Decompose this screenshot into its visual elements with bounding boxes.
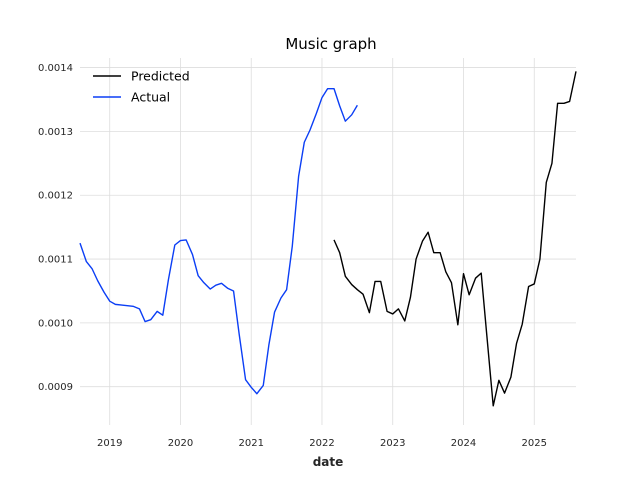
legend-label-predicted: Predicted [131,69,190,84]
y-tick-label: 0.0010 [38,318,73,329]
x-tick-label: 2019 [97,438,122,449]
legend-label-actual: Actual [131,90,170,105]
y-axis-ticks: 0.0009 0.0010 0.0011 0.0012 0.0013 0.0014 [38,63,73,393]
x-tick-label: 2023 [380,438,405,449]
y-tick-label: 0.0009 [38,382,73,393]
x-tick-label: 2024 [451,438,476,449]
y-tick-label: 0.0014 [38,63,73,74]
x-tick-label: 2020 [168,438,193,449]
series-lines [79,71,577,407]
grid-lines [80,58,576,425]
y-tick-label: 0.0012 [38,191,73,202]
y-tick-label: 0.0013 [38,127,73,138]
x-tick-label: 2022 [309,438,334,449]
series-line-predicted [333,71,577,407]
y-tick-label: 0.0011 [38,255,73,266]
series-line-actual [79,87,358,395]
x-tick-label: 2025 [522,438,547,449]
x-axis-title: date [313,455,344,469]
chart-title: Music graph [285,35,376,53]
x-tick-label: 2021 [239,438,264,449]
legend: Predicted Actual [93,69,190,105]
x-axis-ticks: 2019 2020 2021 2022 2023 2024 2025 [97,438,547,449]
